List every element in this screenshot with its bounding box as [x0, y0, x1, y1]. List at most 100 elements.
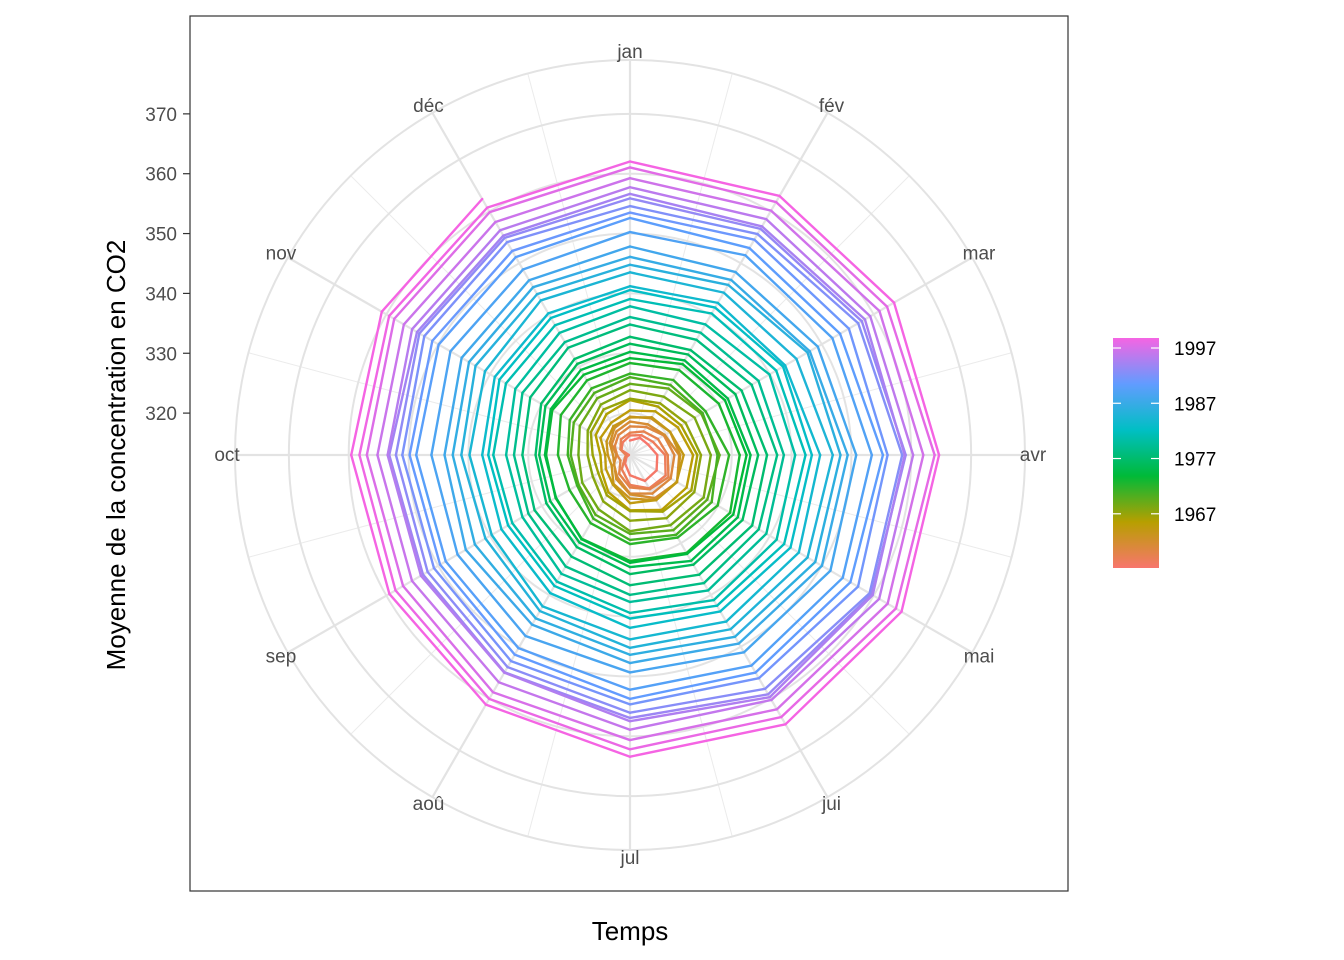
series-line-segment [765, 453, 786, 535]
series-line-segment [838, 332, 885, 457]
series-line-segment [748, 246, 842, 335]
series-line-segment [529, 346, 570, 399]
series-line-segment [704, 410, 731, 457]
series-line-segment [628, 409, 657, 413]
series-line-segment [734, 270, 819, 348]
series-line-segment [555, 580, 632, 615]
series-line-segment [610, 443, 618, 457]
series-line-segment [388, 592, 488, 706]
series-line-segment [535, 263, 632, 296]
series-line-segment [869, 315, 915, 457]
series-line-segment [628, 610, 722, 630]
series-line-segment [795, 357, 834, 457]
series-line-segment [504, 324, 557, 385]
series-line-segment [415, 343, 440, 457]
series-line-segment [770, 597, 881, 702]
month-tick-label: déc [413, 96, 444, 117]
series-line-segment [358, 453, 397, 592]
series-line-segment [654, 480, 678, 502]
series-line-segment [612, 482, 632, 500]
series-line-segment [591, 453, 600, 475]
series-line-segment [488, 166, 632, 214]
series-line-segment [619, 448, 628, 457]
series-line-segment [619, 431, 632, 441]
series-line-segment [512, 391, 524, 457]
series-line-segment [617, 425, 632, 437]
series-line-segment [716, 453, 731, 507]
series-line-segment [551, 373, 585, 412]
series-line-segment [628, 563, 695, 576]
series-line-segment [756, 232, 860, 325]
series-line-segment [806, 351, 842, 457]
series-line-segment [566, 323, 632, 350]
series-line-segment [628, 230, 747, 257]
y-tick-label: 370 [145, 105, 177, 126]
month-tick-label: aoû [413, 794, 445, 815]
series-line-segment [506, 524, 556, 588]
series-line-segment [729, 278, 811, 353]
series-line-segment [456, 553, 527, 638]
series-line-segment [569, 421, 575, 457]
series-line-segment [628, 160, 781, 198]
series-line-segment [578, 541, 632, 569]
series-layer [350, 160, 941, 758]
series-line-segment [701, 411, 719, 457]
series-line-segment [376, 323, 406, 457]
series-line-segment [402, 220, 497, 326]
series-line-segment [742, 569, 832, 654]
series-line-segment [646, 423, 666, 437]
series-line-segment [781, 365, 814, 457]
series-line-segment [686, 353, 737, 396]
series-line-segment [710, 312, 778, 372]
grid-circle [287, 112, 973, 798]
series-line-segment [717, 402, 741, 457]
month-tick-label: jul [619, 848, 639, 869]
series-line-segment [460, 364, 477, 457]
series-line-segment [543, 453, 558, 499]
series-line-segment [628, 536, 679, 546]
series-line-segment [759, 227, 863, 323]
legend: 1967 1977 1987 1997 [1113, 339, 1216, 526]
series-line-segment [806, 453, 834, 559]
series-line-segment [628, 651, 746, 674]
series-line-segment [483, 299, 542, 373]
series-line-segment [628, 166, 778, 204]
series-line-segment [628, 642, 741, 665]
series-line-segment [506, 665, 632, 714]
series-line-segment [498, 316, 553, 381]
series-line-segment [492, 453, 514, 525]
series-line-segment [628, 604, 719, 620]
series-line-segment [513, 653, 632, 701]
series-line-segment [365, 453, 405, 588]
series-line-segment [419, 574, 506, 674]
series-line-segment [608, 442, 615, 457]
month-tick-label: mai [964, 647, 995, 668]
series-line-segment [674, 500, 713, 537]
series-line-segment [847, 327, 889, 457]
series-line-segment [387, 206, 489, 318]
series-line-segment [668, 430, 685, 457]
series-line-segment [401, 453, 436, 570]
series-line-segment [544, 362, 579, 408]
series-line-segment [628, 323, 698, 342]
series-line-segment [669, 496, 705, 527]
grid-spoke-minor [248, 454, 631, 558]
series-line-segment [628, 350, 686, 362]
series-line-segment [628, 192, 764, 228]
series-line-segment [663, 433, 681, 457]
series-line-segment [628, 698, 773, 731]
series-line-segment [628, 620, 728, 641]
series-line-segment [768, 593, 874, 699]
series-line-segment [666, 453, 670, 479]
series-line-segment [500, 528, 552, 595]
series-line-segment [514, 331, 561, 391]
series-line-segment [376, 453, 414, 583]
series-line-segment [775, 453, 797, 541]
series-line-segment [628, 671, 757, 701]
series-line-segment [514, 216, 632, 259]
series-line-segment [669, 453, 676, 480]
series-line-segment [750, 576, 844, 667]
series-line-segment [543, 408, 552, 457]
series-line-segment [886, 453, 925, 605]
series-line-segment [451, 453, 477, 546]
